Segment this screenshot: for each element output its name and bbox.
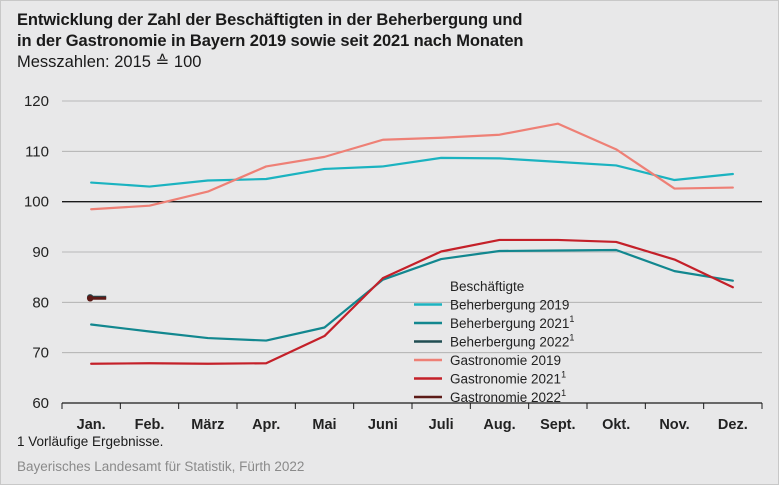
x-tick-label: Aug. bbox=[483, 417, 515, 433]
legend-label-beherbergung-2022: Beherbergung 20221 bbox=[450, 333, 574, 350]
series-line-gastronomie-2021 bbox=[90, 238, 734, 365]
y-tick-label: 100 bbox=[24, 194, 49, 211]
series-line-beherbergung-2021 bbox=[90, 248, 734, 342]
x-tick-label: Jan. bbox=[77, 417, 106, 433]
series-line-beherbergung-2019 bbox=[90, 156, 734, 188]
legend-title: Beschäftigte bbox=[450, 279, 524, 294]
x-tick-label: Nov. bbox=[659, 417, 689, 433]
chart-title: Entwicklung der Zahl der Beschäftigten i… bbox=[17, 10, 524, 52]
legend-footnote-marker: 1 bbox=[561, 388, 566, 398]
y-tick-label: 110 bbox=[25, 143, 49, 160]
chart-title-line-1: Entwicklung der Zahl der Beschäftigten i… bbox=[17, 11, 523, 29]
grid-lines bbox=[62, 100, 762, 404]
y-tick-label: 80 bbox=[32, 294, 49, 311]
footnote: 1 Vorläufige Ergebnisse. bbox=[17, 434, 164, 449]
legend-footnote-marker: 1 bbox=[569, 314, 574, 324]
series-line-gastronomie-2019 bbox=[90, 122, 734, 211]
series-point-gastronomie-2022 bbox=[86, 295, 94, 302]
legend-label-gastronomie-2019: Gastronomie 2019 bbox=[450, 353, 561, 368]
y-tick-label: 120 bbox=[24, 93, 49, 110]
y-axis-ticks: 60 70 80 90 100 110 120 bbox=[24, 93, 49, 412]
y-tick-label: 90 bbox=[32, 244, 49, 261]
x-tick-label: Okt. bbox=[602, 417, 630, 433]
x-tick-label: Sept. bbox=[540, 417, 575, 433]
legend-label-gastronomie-2022: Gastronomie 20221 bbox=[450, 388, 566, 405]
x-tick-label: Juli bbox=[429, 417, 454, 433]
x-tick-label: Dez. bbox=[718, 417, 748, 433]
legend-label-gastronomie-2021: Gastronomie 20211 bbox=[450, 370, 566, 387]
legend-label-beherbergung-2019: Beherbergung 2019 bbox=[450, 298, 569, 313]
x-tick-label: Apr. bbox=[252, 417, 280, 433]
x-tick-label: Feb. bbox=[135, 417, 165, 433]
y-tick-label: 70 bbox=[32, 345, 49, 362]
x-tick-label: Mai bbox=[312, 417, 336, 433]
chart-subtitle: Messzahlen: 2015 ≙ 100 bbox=[17, 53, 202, 71]
legend-label-beherbergung-2021: Beherbergung 20211 bbox=[450, 314, 574, 331]
source-note: Bayerisches Landesamt für Statistik, Für… bbox=[17, 459, 305, 474]
chart-title-line-2: in der Gastronomie in Bayern 2019 sowie … bbox=[17, 32, 524, 50]
series-lines bbox=[86, 122, 734, 365]
legend-footnote-marker: 1 bbox=[569, 333, 574, 343]
x-tick-label: Juni bbox=[368, 417, 398, 433]
legend-footnote-marker: 1 bbox=[561, 370, 566, 380]
x-axis-ticks: Jan. Feb. März Apr. Mai Juni Juli Aug. Sept. Okt.… bbox=[61, 403, 763, 433]
x-tick-label: März bbox=[191, 417, 224, 433]
y-tick-label: 60 bbox=[32, 395, 49, 412]
